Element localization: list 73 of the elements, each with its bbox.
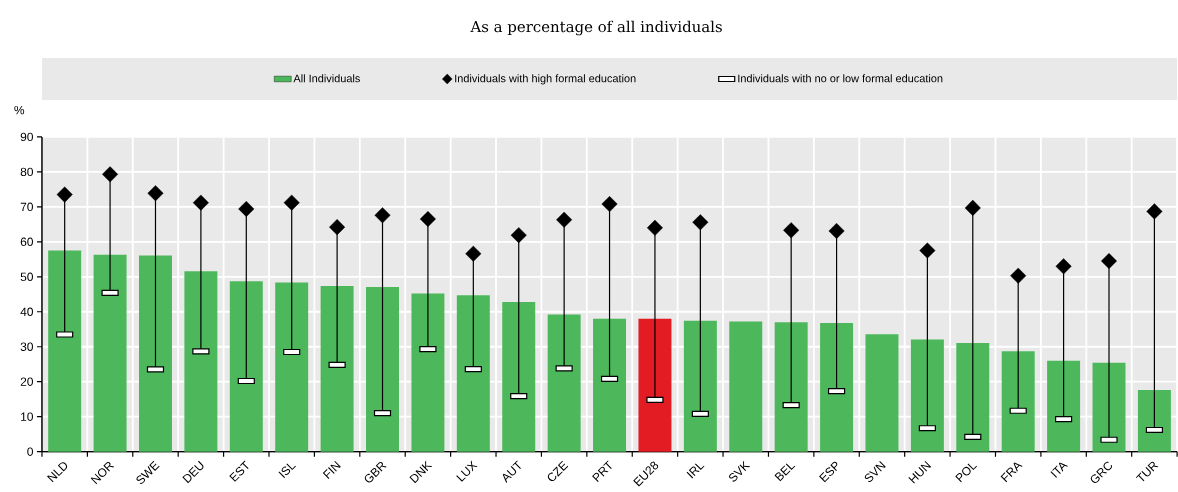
y-tick-label: 60 xyxy=(20,237,33,247)
point xyxy=(465,245,482,262)
bar xyxy=(729,321,763,452)
bar xyxy=(275,282,309,452)
legend-label: All Individuals xyxy=(293,74,360,83)
bar xyxy=(683,320,717,452)
x-tick-label: BEL xyxy=(774,463,796,482)
point xyxy=(919,242,936,259)
y-tick-label: 40 xyxy=(20,307,33,316)
point xyxy=(1146,203,1163,220)
bar xyxy=(184,271,218,452)
y-tick-label: 80 xyxy=(20,167,33,177)
y-tick-label: 70 xyxy=(20,202,33,212)
point xyxy=(102,166,119,183)
point xyxy=(1101,253,1117,270)
bar xyxy=(774,322,808,452)
bar xyxy=(638,318,672,452)
point xyxy=(238,200,255,217)
point xyxy=(964,199,981,216)
x-tick-label: POL xyxy=(955,463,977,483)
point xyxy=(374,207,391,224)
point xyxy=(783,222,800,239)
bar xyxy=(1047,360,1081,452)
point xyxy=(510,227,527,244)
point xyxy=(419,211,436,228)
point xyxy=(646,219,663,236)
bar xyxy=(910,339,944,452)
bar xyxy=(229,281,263,452)
point xyxy=(192,194,209,211)
bar xyxy=(502,301,536,452)
point xyxy=(692,214,709,231)
point xyxy=(1010,267,1027,284)
bar xyxy=(366,286,399,452)
y-tick-label: 30 xyxy=(20,342,33,351)
bar xyxy=(865,334,899,452)
bar xyxy=(956,342,990,452)
point xyxy=(56,186,73,203)
point xyxy=(329,219,346,236)
bar xyxy=(820,322,854,452)
point xyxy=(147,185,164,202)
y-tick-label: 50 xyxy=(20,272,33,282)
bar xyxy=(411,293,445,452)
bar xyxy=(48,250,82,452)
legend-label: Individuals with high formal education xyxy=(455,74,636,85)
bar xyxy=(93,254,127,452)
bar xyxy=(593,318,627,452)
point xyxy=(828,223,845,239)
point xyxy=(556,211,573,228)
x-tick-label: CZE xyxy=(547,460,569,482)
bar xyxy=(456,295,490,452)
bar xyxy=(1092,362,1126,452)
bar xyxy=(320,285,354,452)
y-tick-label: 20 xyxy=(20,377,33,386)
y-tick-label: 90 xyxy=(20,132,33,142)
bar xyxy=(1001,351,1035,452)
y-axis-title: % xyxy=(14,105,25,115)
x-tick-label: ITA xyxy=(1050,462,1068,478)
y-tick-label: 10 xyxy=(21,412,33,421)
point xyxy=(1055,258,1072,275)
bar xyxy=(547,314,581,452)
point xyxy=(283,194,300,211)
x-tick-label: IRL xyxy=(686,463,705,479)
x-tick-label: ISL xyxy=(278,463,296,479)
x-tick-label: TUR xyxy=(1135,461,1159,482)
point xyxy=(601,196,618,213)
x-tick-label: FRA xyxy=(1000,462,1023,483)
y-tick-label: 0 xyxy=(27,447,33,456)
legend-label: Individuals with no or low formal education xyxy=(738,74,943,83)
chart-title: As a percentage of all individuals xyxy=(470,20,722,36)
x-tick-label: FIN xyxy=(322,460,341,479)
x-tick-label: NLD xyxy=(47,462,68,483)
bar xyxy=(139,255,172,452)
bar xyxy=(1137,390,1171,452)
